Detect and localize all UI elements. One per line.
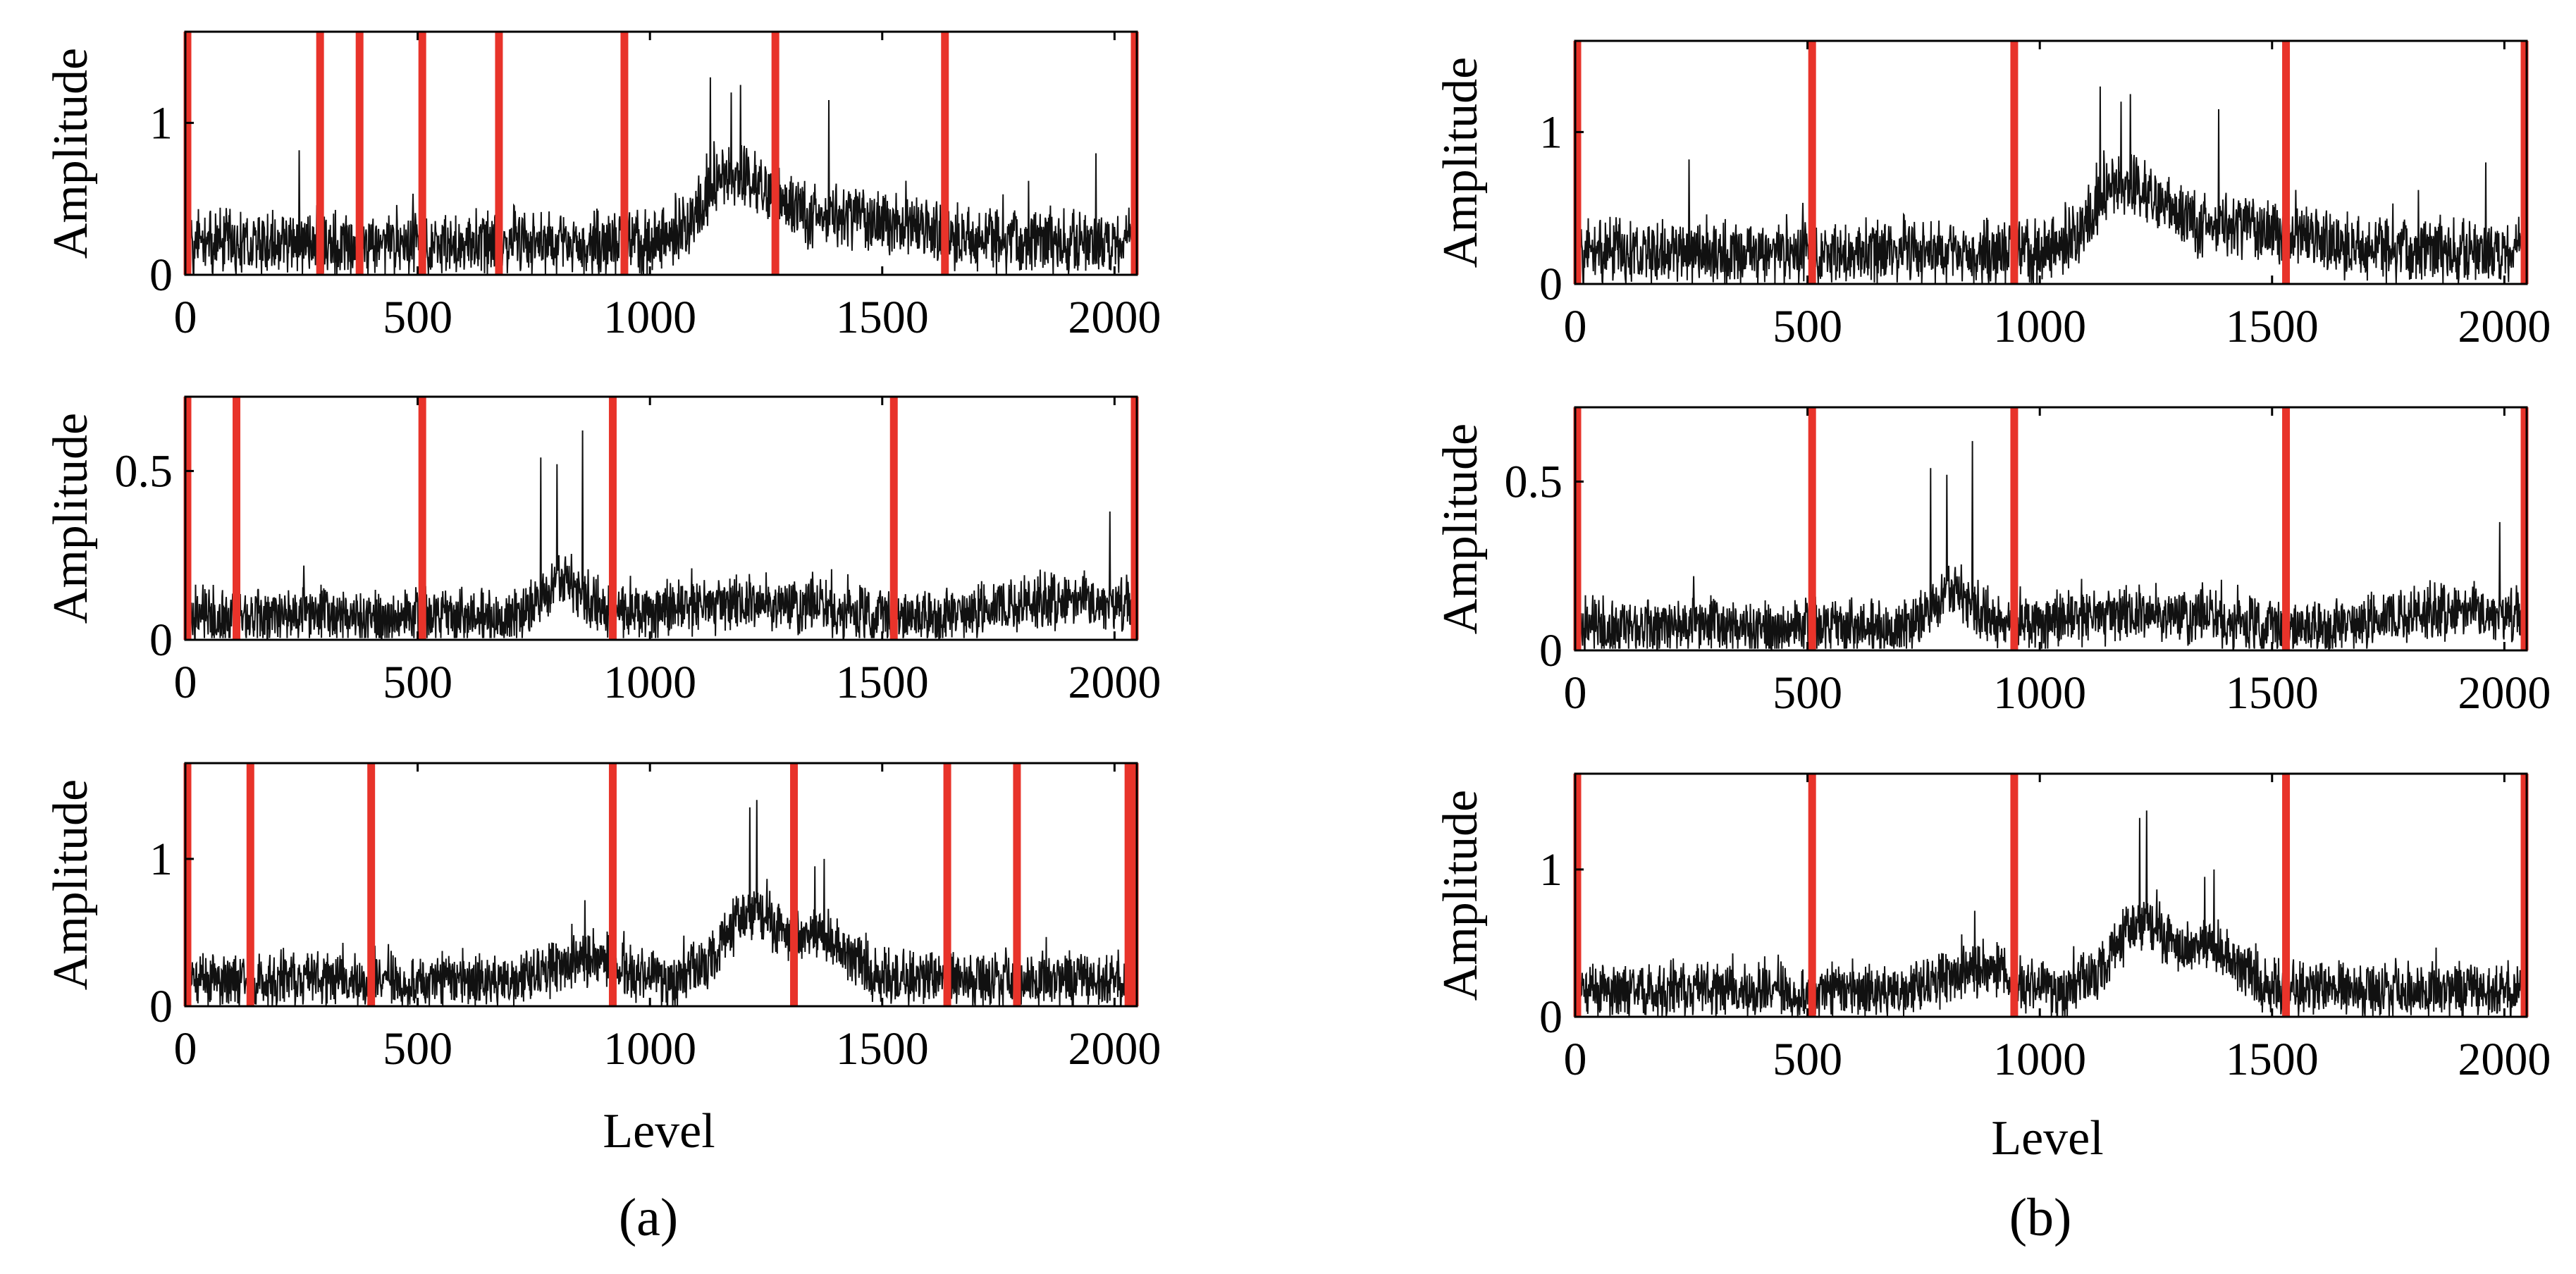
signal-line-b1 [1574, 86, 2527, 285]
xtick-label-b3-3: 1500 [2226, 1034, 2319, 1085]
ytick-label-b2-0: 0 [1539, 625, 1563, 676]
xtick-label-a2-4: 2000 [1068, 657, 1161, 708]
xtick-label-a1-3: 1500 [836, 292, 929, 343]
xtick-label-b3-1: 500 [1773, 1034, 1842, 1085]
xtick-label-a3-0: 0 [174, 1023, 197, 1075]
ytick-label-b2-1: 0.5 [1505, 456, 1563, 507]
xtick-label-a1-2: 1000 [603, 292, 696, 343]
subplot-a1: 0 500 1000 1500 2000 0 1 Amplitude [44, 30, 1161, 343]
subplot-a3: 0 500 1000 1500 2000 0 1 Amplitude [44, 762, 1161, 1075]
xtick-label-b1-1: 500 [1773, 301, 1842, 352]
xtick-label-a1-1: 500 [383, 292, 452, 343]
xtick-label-a2-2: 1000 [603, 657, 696, 708]
axes-box-a3 [184, 762, 1138, 1008]
signal-line-b2 [1574, 440, 2527, 650]
xtick-label-a2-0: 0 [174, 657, 197, 708]
xtick-label-a3-4: 2000 [1068, 1023, 1161, 1075]
ylabel-a1: Amplitude [44, 48, 98, 259]
xtick-label-b1-3: 1500 [2226, 301, 2319, 352]
ylabel-b3: Amplitude [1434, 790, 1488, 1001]
signal-line-a3 [185, 800, 1138, 1008]
subplot-b2: 0 500 1000 1500 2000 0 0.5 Amplitude [1434, 406, 2551, 719]
xtick-label-b2-3: 1500 [2226, 667, 2319, 719]
caption-a: (a) [619, 1188, 678, 1247]
signal-line-a2 [185, 430, 1138, 639]
caption-b: (b) [2009, 1188, 2072, 1247]
xtick-label-b3-4: 2000 [2458, 1034, 2551, 1085]
axes-box-b1 [1574, 39, 2528, 285]
axes-box-a1 [184, 30, 1138, 276]
ylabel-b1: Amplitude [1434, 57, 1488, 268]
xtick-label-b2-0: 0 [1564, 667, 1587, 719]
xtick-label-b3-2: 1000 [1993, 1034, 2086, 1085]
xtick-label-a3-2: 1000 [603, 1023, 696, 1075]
axes-box-b3 [1574, 772, 2528, 1018]
xtick-label-a3-3: 1500 [836, 1023, 929, 1075]
ytick-label-b1-0: 0 [1539, 259, 1563, 310]
ylabel-a3: Amplitude [44, 779, 98, 990]
ytick-label-a2-1: 0.5 [115, 445, 173, 497]
ylabel-b2: Amplitude [1434, 423, 1488, 634]
ytick-label-b1-1: 1 [1539, 106, 1563, 158]
signal-line-a1 [185, 77, 1138, 276]
xtick-label-b2-1: 500 [1773, 667, 1842, 719]
xtick-label-b1-0: 0 [1564, 301, 1587, 352]
ylabel-a2: Amplitude [44, 413, 98, 624]
xtick-label-a1-0: 0 [174, 292, 197, 343]
xtick-label-a3-1: 500 [383, 1023, 452, 1075]
xtick-label-a2-1: 500 [383, 657, 452, 708]
xtick-label-b2-4: 2000 [2458, 667, 2551, 719]
xtick-label-b1-4: 2000 [2458, 301, 2551, 352]
ytick-label-b3-0: 0 [1539, 991, 1563, 1043]
xtick-label-b3-0: 0 [1564, 1034, 1587, 1085]
ytick-label-a1-0: 0 [149, 249, 173, 301]
xtick-label-b2-2: 1000 [1993, 667, 2086, 719]
ytick-label-b3-1: 1 [1539, 844, 1563, 896]
subplot-b3: 0 500 1000 1500 2000 0 1 Amplitude [1434, 772, 2551, 1085]
axes-box-a2 [184, 395, 1138, 641]
subplot-b1: 0 500 1000 1500 2000 0 1 Amplitude [1434, 39, 2551, 352]
ytick-label-a1-1: 1 [149, 97, 173, 149]
signal-line-b3 [1574, 810, 2527, 1018]
ytick-label-a2-0: 0 [149, 614, 173, 666]
xtick-label-b1-2: 1000 [1993, 301, 2086, 352]
ytick-label-a3-1: 1 [149, 834, 173, 885]
ytick-label-a3-0: 0 [149, 981, 173, 1032]
xlabel-left: Level [603, 1104, 715, 1158]
xtick-label-a2-3: 1500 [836, 657, 929, 708]
xlabel-right: Level [1991, 1111, 2103, 1165]
xtick-label-a1-4: 2000 [1068, 292, 1161, 343]
subplot-a2: 0 500 1000 1500 2000 0 0.5 Amplitude [44, 395, 1161, 708]
axes-box-b2 [1574, 406, 2528, 652]
